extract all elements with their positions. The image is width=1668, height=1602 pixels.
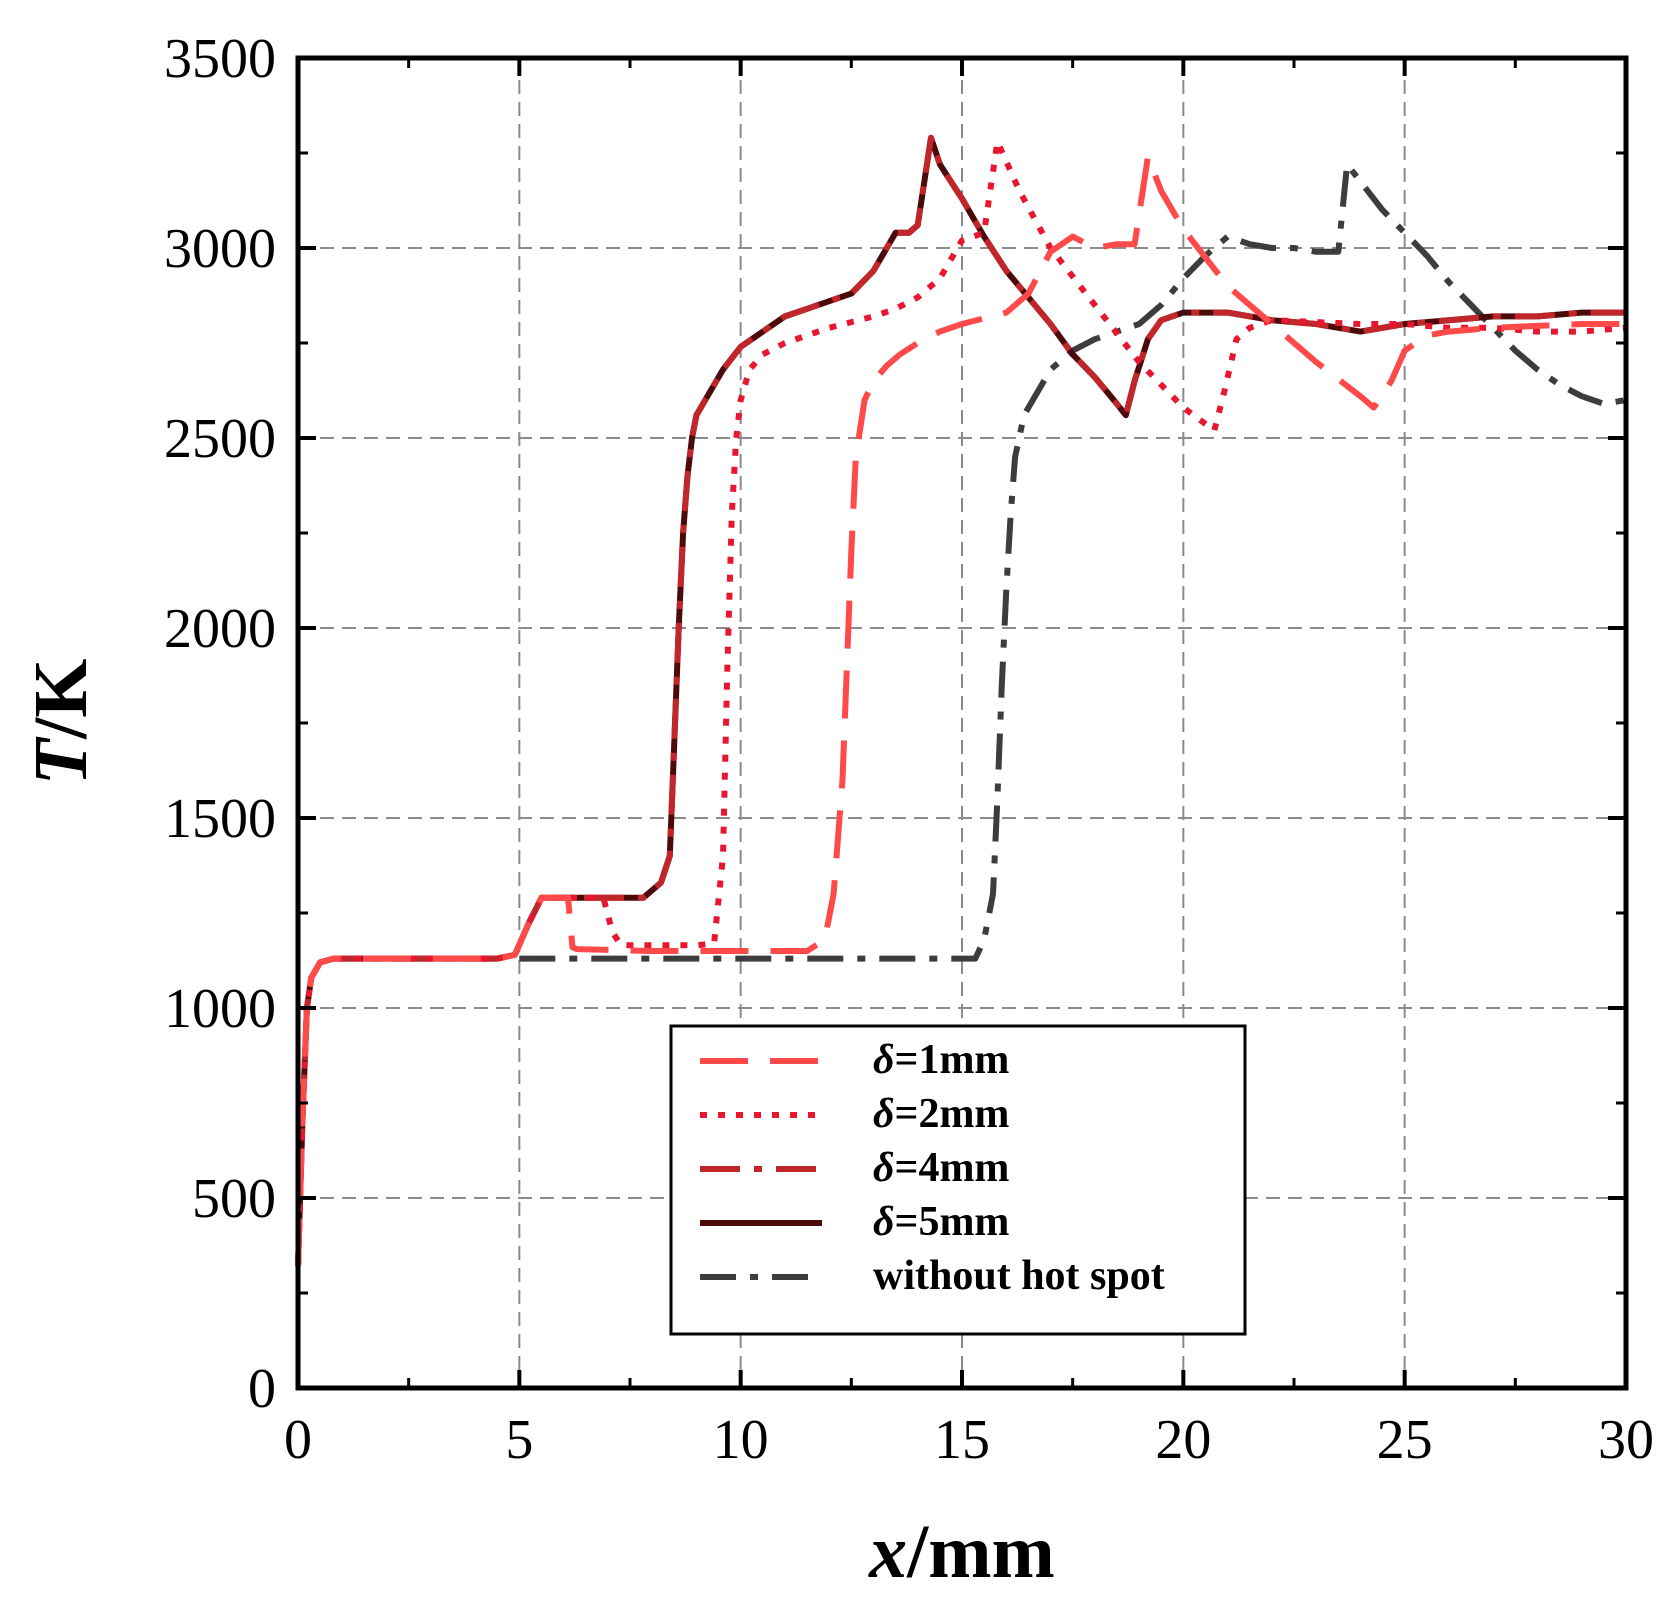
y-tick-label: 3000 xyxy=(164,218,276,280)
x-tick-label: 30 xyxy=(1598,1409,1654,1471)
legend-label-3: δ=4mm xyxy=(873,1145,1009,1191)
legend-label-4: δ=5mm xyxy=(873,1199,1009,1245)
legend-text: =5mm xyxy=(895,1199,1010,1245)
x-tick-label: 25 xyxy=(1377,1409,1433,1471)
x-tick-label: 15 xyxy=(934,1409,990,1471)
tick-labels: 0 5 10 15 20 25 30 0 500 1000 1500 2000 2500 3000 3500 xyxy=(164,28,1654,1471)
y-axis-unit: /K xyxy=(19,659,103,740)
series-lines xyxy=(295,134,1627,1267)
y-tick-label: 500 xyxy=(192,1168,276,1230)
y-axis-title: T/K xyxy=(19,659,103,786)
y-tick-label: 1000 xyxy=(164,978,276,1040)
legend-symbol: δ xyxy=(873,1091,895,1137)
axis-ticks xyxy=(296,56,1628,1390)
legend-text: =4mm xyxy=(895,1145,1010,1191)
legend-symbol: δ xyxy=(873,1145,895,1191)
legend-text: =2mm xyxy=(895,1091,1010,1137)
series-line-5 xyxy=(519,161,1627,962)
x-tick-label: 0 xyxy=(284,1409,312,1471)
series-line-1 xyxy=(295,153,1626,1267)
legend-label-5: without hot spot xyxy=(873,1253,1165,1299)
series-line-2 xyxy=(295,138,1627,1267)
x-axis-unit: /mm xyxy=(906,1510,1055,1594)
legend-label-1: δ=1mm xyxy=(873,1037,1009,1083)
y-axis-var: T xyxy=(19,736,103,785)
y-tick-label: 2500 xyxy=(164,408,276,470)
x-axis-title: x/mm xyxy=(868,1510,1055,1594)
y-tick-label: 2000 xyxy=(164,598,276,660)
legend-text: =1mm xyxy=(895,1037,1010,1083)
y-tick-label: 1500 xyxy=(164,788,276,850)
legend-symbol: δ xyxy=(873,1037,895,1083)
x-tick-label: 5 xyxy=(505,1409,533,1471)
x-axis-var: x xyxy=(868,1510,907,1594)
x-tick-label: 10 xyxy=(713,1409,769,1471)
legend-symbol: δ xyxy=(873,1199,895,1245)
legend-text: without hot spot xyxy=(873,1253,1165,1299)
x-tick-label: 20 xyxy=(1155,1409,1211,1471)
y-tick-label: 3500 xyxy=(164,28,276,90)
legend-label-2: δ=2mm xyxy=(873,1091,1009,1137)
y-tick-label: 0 xyxy=(248,1358,276,1420)
legend-box xyxy=(669,1024,1247,1336)
series-line-3 xyxy=(295,134,1626,1267)
